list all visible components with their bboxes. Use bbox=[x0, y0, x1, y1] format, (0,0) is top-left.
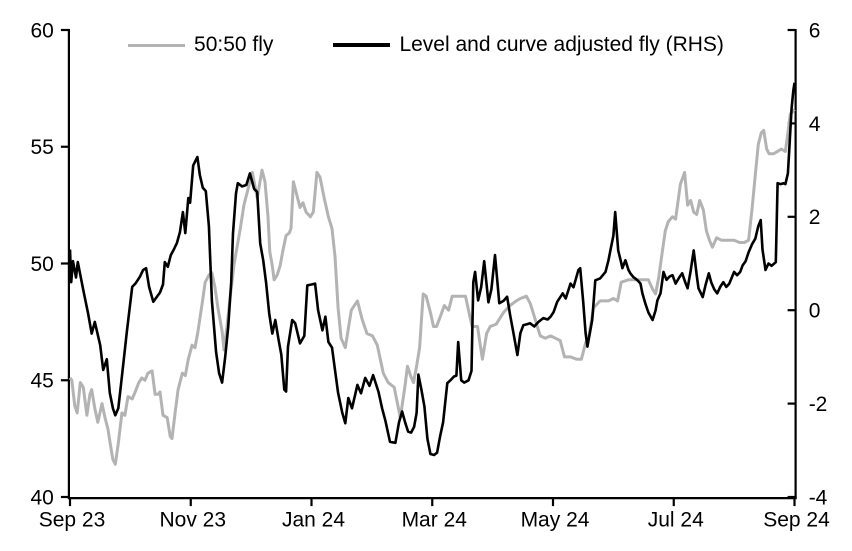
legend: 50:50 fly Level and curve adjusted fly (… bbox=[0, 31, 852, 59]
legend-label-gray-series: 50:50 fly bbox=[194, 33, 274, 56]
left-y-axis-tick-label: 40 bbox=[30, 486, 53, 509]
legend-label-black-series: Level and curve adjusted fly (RHS) bbox=[399, 33, 724, 56]
x-axis-tick-label: Sep 23 bbox=[39, 509, 106, 532]
black-series-line bbox=[68, 82, 796, 457]
left-y-axis-tick-label: 45 bbox=[30, 370, 53, 393]
x-axis-tick-label: Sep 24 bbox=[763, 509, 830, 532]
legend-item-black-series: Level and curve adjusted fly (RHS) bbox=[333, 32, 724, 58]
x-axis-tick-label: Jul 24 bbox=[648, 509, 704, 532]
x-axis-tick-label: May 24 bbox=[521, 509, 590, 532]
x-axis-tick-label: Mar 24 bbox=[402, 509, 468, 532]
right-y-axis-tick-label: 2 bbox=[809, 206, 821, 229]
right-y-axis-tick-label: 6 bbox=[809, 19, 821, 42]
right-y-axis-tick-label: -2 bbox=[809, 393, 828, 416]
gray-line-sample-icon bbox=[128, 43, 186, 47]
left-y-axis-tick-label: 55 bbox=[30, 136, 53, 159]
gray-series-line bbox=[68, 108, 796, 466]
right-y-axis-tick-label: 4 bbox=[809, 113, 821, 136]
black-line-sample-icon bbox=[333, 43, 391, 47]
left-y-axis-tick-label: 50 bbox=[30, 253, 53, 276]
right-y-axis-tick-label: 0 bbox=[809, 300, 821, 323]
x-axis-tick-label: Nov 23 bbox=[159, 509, 226, 532]
legend-item-gray-series: 50:50 fly bbox=[128, 32, 273, 58]
left-y-axis-tick-label: 60 bbox=[30, 19, 53, 42]
x-axis-tick-label: Jan 24 bbox=[282, 509, 345, 532]
right-y-axis-tick-label: -4 bbox=[809, 486, 828, 509]
